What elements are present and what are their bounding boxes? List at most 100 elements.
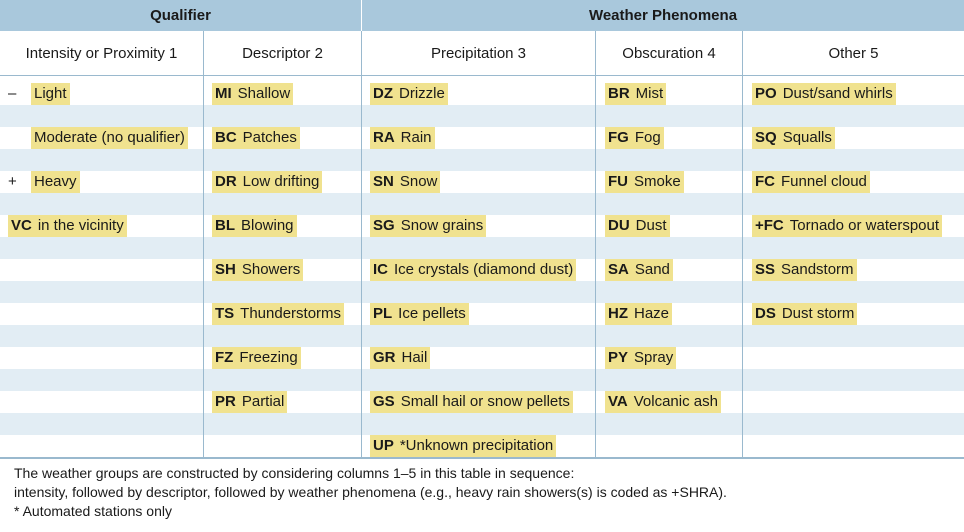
intensity-cell: Light — [31, 83, 70, 105]
intensity-label: in the vicinity — [37, 217, 124, 234]
obscuration-label: Spray — [634, 349, 674, 366]
group-divider — [361, 0, 362, 31]
precipitation-cell: SG Snow grains — [370, 215, 487, 237]
column-divider — [742, 31, 743, 457]
qualifier-header: Qualifier — [0, 0, 361, 31]
other-label: Dust storm — [781, 305, 855, 322]
precipitation-code: GS — [373, 393, 395, 410]
precipitation-cell: GR Hail — [370, 347, 431, 369]
descriptor-label: Showers — [241, 261, 301, 278]
descriptor-code: TS — [215, 305, 235, 322]
intensity-cell: Heavy — [31, 171, 80, 193]
descriptor-cell: PR Partial — [212, 391, 288, 413]
precipitation-label: Ice crystals (diamond dust) — [394, 261, 574, 278]
col-header-descriptor: Descriptor 2 — [204, 31, 361, 76]
descriptor-label: Thunderstorms — [240, 305, 342, 322]
precipitation-code: PL — [373, 305, 393, 322]
precipitation-cell: RA Rain — [370, 127, 435, 149]
descriptor-cell: SH Showers — [212, 259, 304, 281]
descriptor-cell: MI Shallow — [212, 83, 294, 105]
other-cell: PO Dust/sand whirls — [752, 83, 896, 105]
precipitation-cell: UP *Unknown precipitation — [370, 435, 557, 457]
precipitation-code: SG — [373, 217, 395, 234]
intensity-cell: VC in the vicinity — [8, 215, 127, 237]
precipitation-code: DZ — [373, 85, 393, 102]
intensity-code: + — [8, 173, 17, 190]
descriptor-code: PR — [215, 393, 236, 410]
precipitation-label: Snow grains — [400, 217, 484, 234]
descriptor-cell: DR Low drifting — [212, 171, 323, 193]
precipitation-label: Hail — [401, 349, 428, 366]
row-band — [0, 413, 964, 435]
obscuration-label: Haze — [634, 305, 670, 322]
precipitation-label: Rain — [400, 129, 432, 146]
precipitation-cell: PL Ice pellets — [370, 303, 469, 325]
col-header-other: Other 5 — [743, 31, 964, 76]
other-label: Dust/sand whirls — [782, 85, 893, 102]
precipitation-cell: IC Ice crystals (diamond dust) — [370, 259, 577, 281]
other-label: Funnel cloud — [781, 173, 867, 190]
column-divider — [361, 31, 362, 457]
column-divider — [203, 31, 204, 457]
descriptor-code: FZ — [215, 349, 234, 366]
obscuration-code: FG — [608, 129, 629, 146]
precipitation-code: UP — [373, 437, 394, 454]
descriptor-cell: FZ Freezing — [212, 347, 301, 369]
col-header-precipitation: Precipitation 3 — [362, 31, 595, 76]
other-cell: +FC Tornado or waterspout — [752, 215, 943, 237]
obscuration-label: Sand — [634, 261, 670, 278]
intensity-cell: Moderate (no qualifier) — [31, 127, 188, 149]
obscuration-label: Mist — [635, 85, 664, 102]
footnote-line-3: * Automated stations only — [14, 503, 172, 519]
obscuration-code: DU — [608, 217, 630, 234]
col-header-obscuration: Obscuration 4 — [596, 31, 742, 76]
obscuration-label: Smoke — [634, 173, 681, 190]
precipitation-label: Ice pellets — [398, 305, 466, 322]
other-cell: SQ Squalls — [752, 127, 835, 149]
descriptor-label: Shallow — [237, 85, 291, 102]
obscuration-cell: DU Dust — [605, 215, 670, 237]
other-label: Squalls — [782, 129, 832, 146]
row-band — [0, 369, 964, 391]
obscuration-cell: SA Sand — [605, 259, 673, 281]
obscuration-code: SA — [608, 261, 629, 278]
row-band — [0, 193, 964, 215]
other-code: +FC — [755, 217, 784, 234]
row-band — [0, 281, 964, 303]
precipitation-code: SN — [373, 173, 394, 190]
precipitation-code: GR — [373, 349, 396, 366]
row-band — [0, 325, 964, 347]
other-code: SQ — [755, 129, 777, 146]
other-label: Tornado or waterspout — [789, 217, 940, 234]
intensity-code: – — [8, 85, 17, 102]
obscuration-label: Volcanic ash — [633, 393, 718, 410]
obscuration-code: HZ — [608, 305, 628, 322]
other-code: FC — [755, 173, 775, 190]
descriptor-cell: BL Blowing — [212, 215, 297, 237]
descriptor-label: Blowing — [241, 217, 294, 234]
obscuration-cell: VA Volcanic ash — [605, 391, 721, 413]
precipitation-cell: DZ Drizzle — [370, 83, 448, 105]
weather-phenomena-header: Weather Phenomena — [362, 0, 964, 31]
intensity-code: VC — [11, 217, 32, 234]
obscuration-label: Fog — [634, 129, 661, 146]
descriptor-code: SH — [215, 261, 236, 278]
precipitation-label: Small hail or snow pellets — [400, 393, 570, 410]
precipitation-code: IC — [373, 261, 388, 278]
precipitation-cell: GS Small hail or snow pellets — [370, 391, 573, 413]
obscuration-cell: FG Fog — [605, 127, 664, 149]
footnote-line-1: The weather groups are constructed by co… — [14, 465, 575, 481]
other-code: PO — [755, 85, 777, 102]
other-cell: SS Sandstorm — [752, 259, 857, 281]
descriptor-code: MI — [215, 85, 232, 102]
other-code: SS — [755, 261, 776, 278]
precipitation-label: Drizzle — [399, 85, 445, 102]
obscuration-code: PY — [608, 349, 629, 366]
row-band — [0, 105, 964, 127]
other-label: Sandstorm — [781, 261, 854, 278]
col-header-intensity: Intensity or Proximity 1 — [0, 31, 203, 76]
other-cell: DS Dust storm — [752, 303, 858, 325]
obscuration-label: Dust — [635, 217, 667, 234]
precipitation-label: *Unknown precipitation — [399, 437, 554, 454]
